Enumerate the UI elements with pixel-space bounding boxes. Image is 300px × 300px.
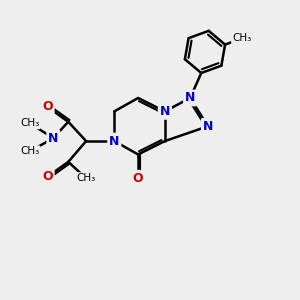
- Text: CH₃: CH₃: [232, 34, 251, 44]
- Text: O: O: [42, 100, 53, 113]
- Text: N: N: [160, 105, 170, 118]
- Text: CH₃: CH₃: [20, 146, 39, 157]
- Text: N: N: [203, 120, 213, 133]
- Text: O: O: [133, 172, 143, 185]
- Text: CH₃: CH₃: [76, 173, 96, 183]
- Text: N: N: [109, 135, 119, 148]
- Text: N: N: [185, 92, 195, 104]
- Text: O: O: [42, 170, 53, 183]
- Text: N: N: [48, 132, 59, 145]
- Text: CH₃: CH₃: [20, 118, 39, 128]
